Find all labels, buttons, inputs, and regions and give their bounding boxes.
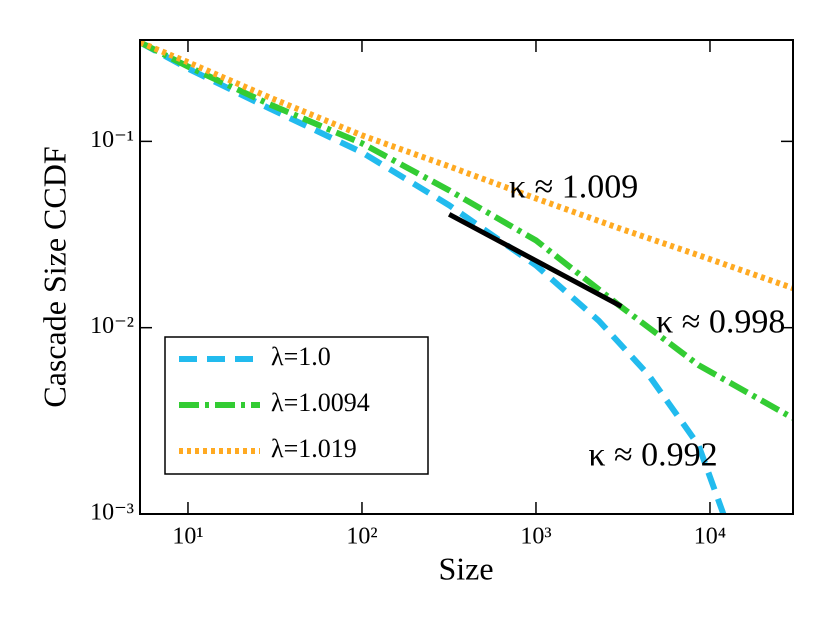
series-line [140, 40, 793, 421]
plot-frame [139, 39, 794, 515]
y-axis-label: Cascade Size CCDF [36, 146, 72, 407]
annotation: κ ≈ 0.992 [588, 437, 717, 474]
series-line [140, 40, 793, 291]
y-tick-label: 10⁻² [90, 313, 134, 339]
x-tick-label: 10³ [520, 524, 551, 550]
x-axis-label: Size [438, 550, 493, 586]
legend-label: λ=1.019 [271, 434, 357, 463]
y-tick-label: 10⁻¹ [90, 127, 134, 153]
legend-label: λ=1.0094 [271, 388, 370, 417]
x-tick-label: 10² [346, 524, 377, 550]
legend-label: λ=1.0 [271, 342, 331, 371]
x-tick-label: 10⁴ [694, 524, 726, 550]
fit-line [447, 212, 623, 309]
y-tick-label: 10⁻³ [90, 500, 134, 526]
annotation: κ ≈ 0.998 [656, 303, 785, 340]
x-tick-label: 10¹ [172, 524, 203, 550]
annotation: κ ≈ 1.009 [509, 169, 638, 206]
